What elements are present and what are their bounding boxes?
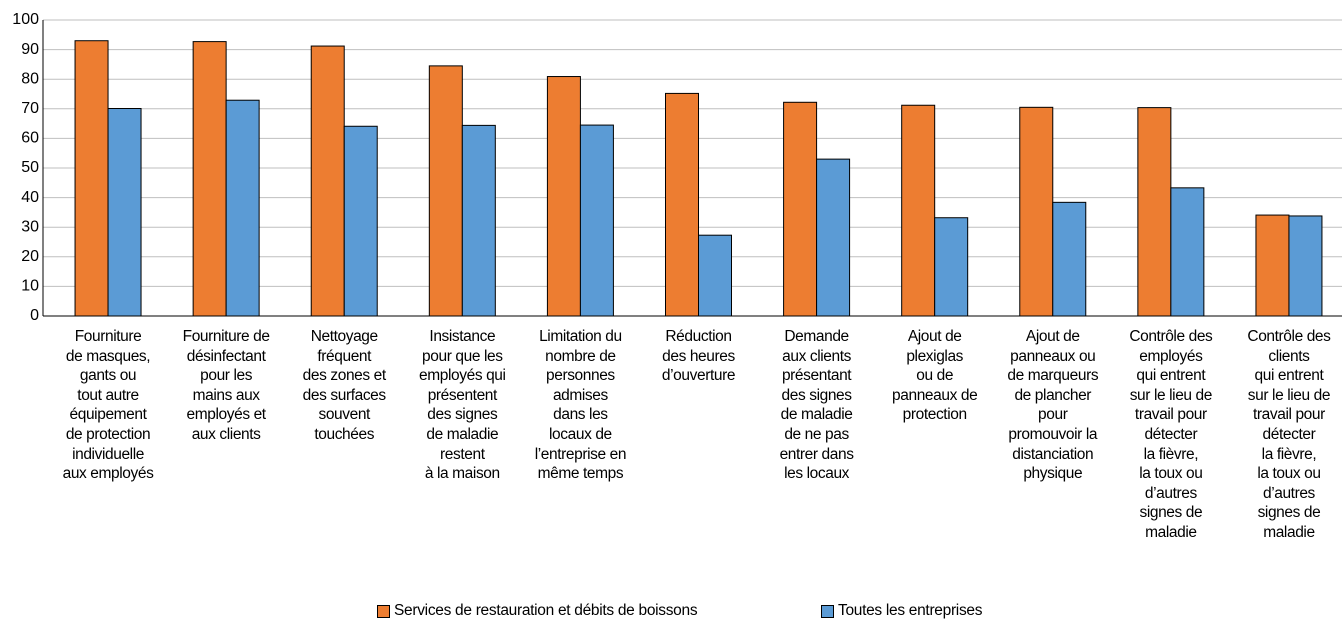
chart: 0 10 20 30 40 50 60 70 80 90 100: [12, 11, 1342, 324]
y-tick-label: 40: [21, 189, 39, 206]
y-tick-label: 20: [21, 248, 39, 265]
y-tick-label: 80: [21, 70, 39, 87]
bar: [192, 41, 227, 317]
bar: [107, 108, 142, 317]
legend-label: Toutes les entreprises: [838, 602, 983, 619]
bar: [343, 125, 378, 317]
bar: [1019, 106, 1054, 317]
bar: [816, 158, 851, 317]
x-tick-label: Réduction des heures d’ouverture: [661, 328, 736, 385]
y-tick-label: 100: [12, 11, 39, 28]
x-tick-label: Contrôle des employés qui entrent sur le…: [1129, 328, 1213, 541]
x-tick-label: Contrôle des clients qui entrent sur le …: [1247, 328, 1331, 541]
y-tick-label: 60: [21, 130, 39, 147]
legend-item: Services de restauration et débits de bo…: [377, 602, 698, 620]
legend-label: Services de restauration et débits de bo…: [394, 602, 698, 619]
bar: [546, 76, 581, 317]
x-tick-label: Nettoyage fréquent des zones et des surf…: [302, 328, 386, 443]
bar: [1170, 187, 1205, 317]
x-tick-label: Fourniture de masques, gants ou tout aut…: [62, 328, 154, 483]
x-tick-label: Demande aux clients présentant des signe…: [779, 328, 854, 483]
y-tick-label: 70: [21, 100, 39, 117]
x-tick-label: Ajout de plexiglas ou de panneaux de pro…: [892, 328, 978, 424]
y-tick-label: 10: [21, 278, 39, 295]
bar: [225, 99, 260, 317]
bar: [1288, 215, 1323, 317]
x-tick-label: Ajout de panneaux ou de marqueurs de pla…: [1007, 328, 1099, 483]
y-tick-label: 0: [30, 307, 39, 324]
y-tick-label: 30: [21, 218, 39, 235]
y-tick-label: 90: [21, 41, 39, 58]
bar: [74, 40, 109, 317]
bar: [901, 104, 936, 317]
bar: [1255, 214, 1290, 317]
bar: [1052, 201, 1087, 317]
bar: [310, 45, 345, 317]
legend-swatch: [821, 604, 834, 618]
bar: [461, 124, 496, 317]
legend-swatch: [377, 604, 390, 618]
bar: [783, 101, 818, 317]
x-tick-label: Insistance pour que les employés qui pré…: [419, 328, 506, 483]
bar: [1137, 107, 1172, 317]
bar: [428, 65, 463, 317]
legend-item: Toutes les entreprises: [821, 602, 982, 620]
y-tick-label: 50: [21, 159, 39, 176]
x-tick-label: Limitation du nombre de personnes admise…: [534, 328, 627, 483]
x-tick-label: Fourniture de désinfectant pour les main…: [182, 328, 270, 443]
bar: [665, 92, 699, 317]
bar: [698, 234, 732, 317]
bar: [579, 124, 614, 317]
bar: [934, 217, 969, 317]
